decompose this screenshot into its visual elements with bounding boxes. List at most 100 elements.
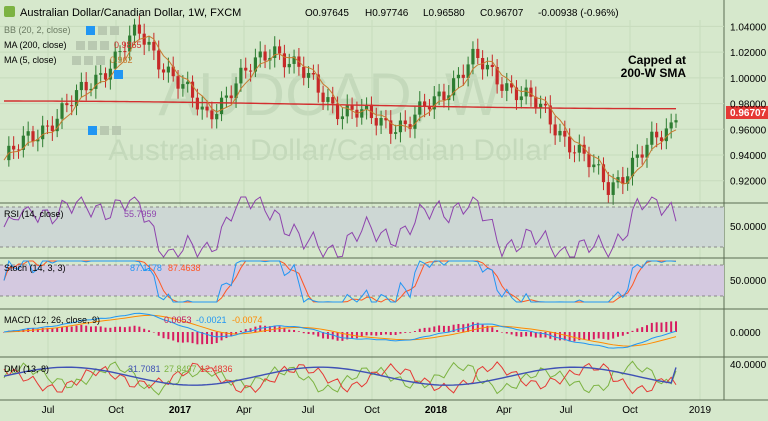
eye-icon[interactable] — [88, 41, 97, 50]
close-icon[interactable] — [100, 41, 109, 50]
dmi-minus-line — [3, 361, 677, 395]
candle-body — [640, 154, 644, 158]
candle-body — [505, 83, 509, 91]
macd-bar — [452, 324, 455, 332]
macd-bar — [423, 327, 426, 332]
macd-bar — [525, 332, 528, 337]
macd-bar — [660, 322, 663, 332]
candle-body — [16, 149, 21, 151]
macd-bar — [341, 332, 344, 341]
candle-body — [171, 66, 175, 77]
close-icon[interactable] — [110, 26, 119, 35]
macd-label: MACD (12, 26, close, 9) — [4, 315, 100, 325]
candle-body — [210, 110, 214, 120]
settings-icon[interactable] — [76, 41, 85, 50]
legend-ma200-label: MA (200, close) — [4, 40, 67, 50]
candle-body — [350, 104, 354, 110]
time-tick-label: Apr — [496, 405, 512, 416]
candle-body — [12, 145, 16, 150]
macd-bar — [56, 327, 59, 332]
macd-value: -0.0021 — [196, 315, 227, 325]
macd-bar — [114, 326, 117, 332]
candle-body — [161, 69, 166, 73]
macd-bar — [438, 325, 441, 332]
settings-icon[interactable] — [88, 126, 97, 135]
candle-body — [495, 67, 499, 85]
time-tick-label: 2019 — [689, 405, 712, 416]
macd-bar — [471, 322, 474, 332]
macd-bar — [655, 322, 658, 332]
candle-body — [606, 182, 610, 195]
candle-body — [113, 51, 117, 69]
stoch-band — [0, 265, 724, 296]
candle-body — [70, 105, 74, 107]
candle-body — [55, 118, 59, 132]
candle-body — [229, 95, 233, 99]
candle-body — [263, 51, 267, 61]
candle-body — [190, 81, 195, 98]
candle-body — [413, 114, 417, 129]
time-tick-label: 2018 — [425, 405, 448, 416]
legend-ma5-value: 0.962 — [110, 55, 133, 65]
candle-body — [273, 46, 277, 58]
candle-body — [374, 118, 378, 126]
candle-body — [659, 137, 664, 142]
macd-bar — [587, 332, 590, 340]
macd-bar — [428, 327, 431, 332]
header: Australian Dollar/Canadian Dollar, 1W, F… — [4, 6, 619, 19]
macd-bar — [510, 332, 513, 335]
macd-bar — [675, 321, 677, 332]
macd-bar — [592, 332, 595, 340]
settings-icon[interactable] — [86, 26, 95, 35]
last-price-label: 0.96707 — [730, 108, 767, 119]
macd-bar — [404, 332, 407, 333]
macd-bar — [99, 326, 102, 332]
macd-bar — [621, 332, 624, 336]
macd-bar — [645, 325, 648, 332]
candle-body — [568, 136, 572, 153]
candle-body — [60, 103, 64, 119]
macd-bar — [326, 332, 329, 339]
stoch-k-value: 87.1178 — [130, 263, 162, 273]
legend-ma5[interactable]: MA (5, close) 0.962 — [4, 55, 133, 65]
ohlc-low: L0.96580 — [423, 8, 465, 19]
candle-body — [427, 106, 432, 110]
legend-bb[interactable]: BB (20, 2, close) — [4, 25, 119, 35]
time-tick-label: Jul — [560, 405, 573, 416]
macd-bar — [143, 328, 146, 332]
macd-bar — [389, 332, 392, 336]
eye-icon[interactable] — [98, 26, 107, 35]
candle-body — [587, 153, 591, 168]
macd-bar — [505, 332, 508, 334]
close-icon[interactable] — [112, 126, 121, 135]
macd-bar — [534, 332, 537, 338]
candle-body — [645, 144, 649, 158]
settings-icon[interactable] — [72, 56, 81, 65]
candle-body — [244, 67, 248, 71]
candle-body — [384, 117, 388, 121]
eye-icon[interactable] — [100, 126, 109, 135]
candle-body — [157, 50, 161, 70]
macd-bar — [65, 326, 68, 332]
dmi-adx-value: 31.7081 — [128, 364, 161, 374]
eye-icon[interactable] — [84, 56, 93, 65]
time-tick-label: Oct — [108, 405, 124, 416]
candle-body — [471, 48, 475, 65]
ma5-line — [3, 35, 677, 185]
candle-body — [393, 132, 398, 134]
price-tick-label: 0.98000 — [730, 100, 767, 111]
legend-ma200[interactable]: MA (200, close) 0.9865 — [4, 40, 142, 50]
candle-body — [490, 64, 494, 68]
candle-body — [99, 73, 103, 75]
macd-bar — [288, 329, 291, 332]
macd-bar — [104, 327, 107, 332]
macd-bar — [602, 332, 605, 339]
macd-bar — [636, 328, 639, 332]
close-icon[interactable] — [96, 56, 105, 65]
candle-body — [36, 139, 40, 142]
collapse-icon[interactable] — [4, 6, 15, 17]
settings-icon[interactable] — [114, 70, 123, 79]
last-price-tag — [726, 106, 768, 119]
macd-bar — [283, 328, 286, 332]
